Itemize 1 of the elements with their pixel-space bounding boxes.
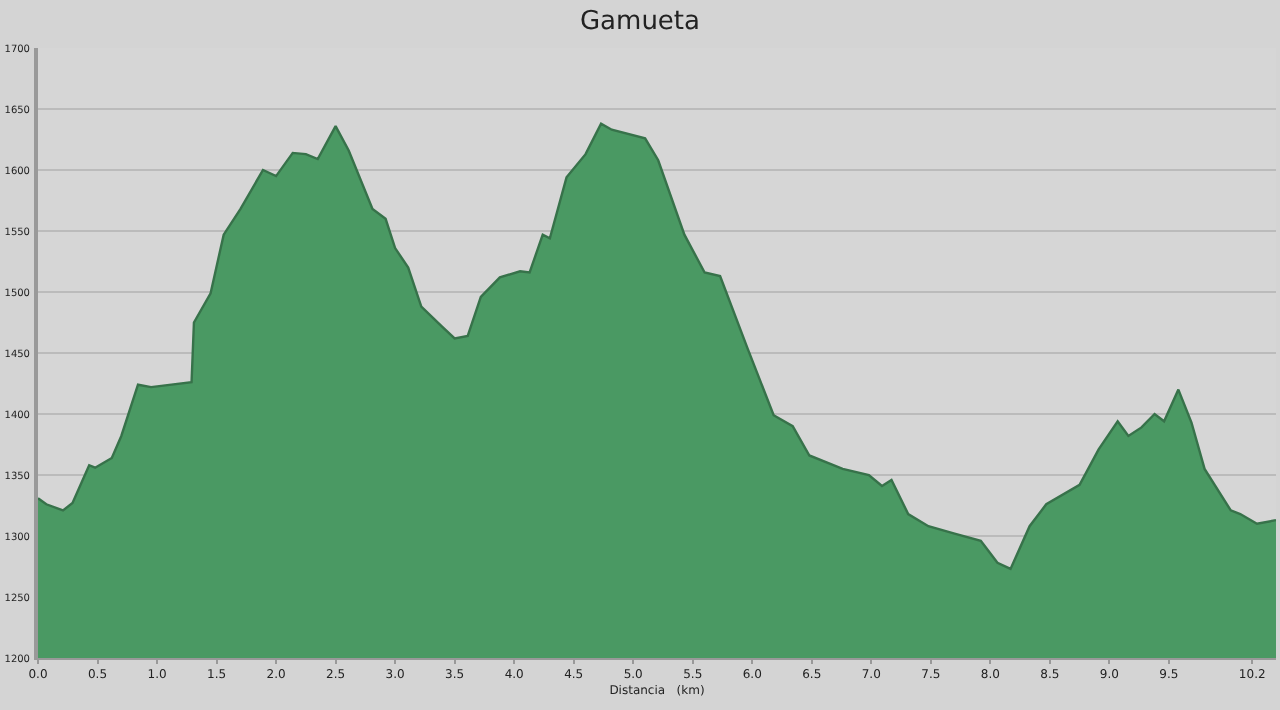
chart-title: Gamueta: [579, 6, 701, 37]
